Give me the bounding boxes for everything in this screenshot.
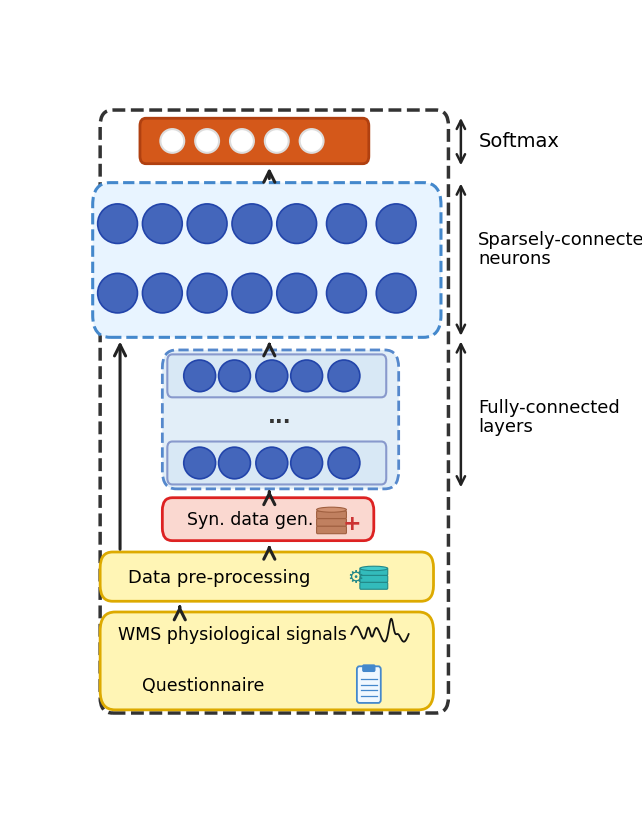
FancyBboxPatch shape — [168, 355, 386, 398]
Ellipse shape — [218, 360, 250, 392]
Ellipse shape — [187, 205, 227, 244]
Ellipse shape — [98, 205, 137, 244]
FancyBboxPatch shape — [140, 119, 369, 165]
Ellipse shape — [230, 130, 254, 154]
FancyBboxPatch shape — [162, 351, 399, 489]
FancyBboxPatch shape — [100, 552, 433, 601]
FancyBboxPatch shape — [317, 519, 347, 527]
Ellipse shape — [317, 508, 347, 513]
FancyBboxPatch shape — [100, 613, 433, 710]
Ellipse shape — [187, 274, 227, 314]
Ellipse shape — [265, 130, 289, 154]
Ellipse shape — [291, 360, 322, 392]
FancyBboxPatch shape — [360, 576, 388, 582]
Ellipse shape — [256, 448, 288, 479]
Text: +: + — [343, 514, 361, 533]
Ellipse shape — [327, 274, 367, 314]
Text: ...: ... — [268, 406, 291, 426]
FancyBboxPatch shape — [317, 511, 347, 519]
Ellipse shape — [232, 205, 272, 244]
FancyBboxPatch shape — [92, 183, 441, 338]
Text: neurons: neurons — [478, 250, 551, 268]
Text: Softmax: Softmax — [478, 133, 559, 152]
Ellipse shape — [360, 567, 388, 571]
Ellipse shape — [328, 360, 360, 392]
Text: WMS physiological signals: WMS physiological signals — [117, 626, 347, 643]
Ellipse shape — [328, 448, 360, 479]
Ellipse shape — [376, 205, 416, 244]
Text: Sparsely-connected: Sparsely-connected — [478, 231, 642, 249]
Ellipse shape — [98, 274, 137, 314]
Ellipse shape — [143, 274, 182, 314]
FancyBboxPatch shape — [360, 582, 388, 590]
Text: Data pre-processing: Data pre-processing — [128, 568, 310, 586]
FancyBboxPatch shape — [363, 665, 375, 672]
Ellipse shape — [277, 205, 317, 244]
FancyBboxPatch shape — [317, 527, 347, 534]
Ellipse shape — [184, 360, 216, 392]
FancyBboxPatch shape — [357, 667, 381, 703]
FancyBboxPatch shape — [360, 568, 388, 576]
Ellipse shape — [256, 360, 288, 392]
Ellipse shape — [300, 130, 324, 154]
Ellipse shape — [218, 448, 250, 479]
Text: ⚙: ⚙ — [347, 568, 363, 586]
Ellipse shape — [277, 274, 317, 314]
Ellipse shape — [232, 274, 272, 314]
Ellipse shape — [184, 448, 216, 479]
FancyBboxPatch shape — [162, 498, 374, 541]
Text: Questionnaire: Questionnaire — [143, 676, 265, 694]
Ellipse shape — [195, 130, 219, 154]
Ellipse shape — [143, 205, 182, 244]
Ellipse shape — [291, 448, 322, 479]
Ellipse shape — [160, 130, 184, 154]
FancyBboxPatch shape — [168, 442, 386, 485]
Ellipse shape — [376, 274, 416, 314]
Text: layers: layers — [478, 417, 533, 435]
Text: Syn. data gen.: Syn. data gen. — [187, 510, 313, 528]
Text: Fully-connected: Fully-connected — [478, 398, 620, 416]
Ellipse shape — [327, 205, 367, 244]
